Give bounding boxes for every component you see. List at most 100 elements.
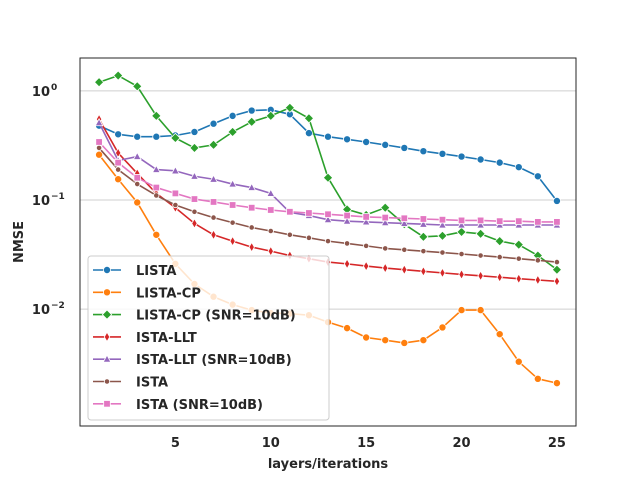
- data-point: [495, 158, 504, 167]
- data-point: [151, 164, 161, 173]
- data-point: [286, 208, 294, 216]
- data-point: [534, 218, 542, 226]
- data-point: [323, 132, 332, 141]
- data-point: [552, 379, 561, 388]
- data-point: [324, 238, 332, 245]
- data-point: [534, 257, 541, 264]
- data-point: [477, 252, 484, 259]
- data-point: [515, 273, 522, 285]
- data-point: [284, 102, 296, 113]
- data-point: [438, 149, 447, 158]
- x-tick-label: 25: [548, 436, 566, 451]
- data-point: [362, 333, 371, 342]
- data-point: [133, 174, 141, 182]
- y-tick-label: 10: [32, 303, 50, 318]
- data-point: [324, 210, 332, 218]
- legend-marker: [103, 400, 111, 408]
- data-point: [133, 132, 142, 141]
- data-point: [361, 217, 371, 226]
- data-point: [322, 172, 334, 183]
- data-point: [305, 209, 313, 217]
- data-point: [553, 218, 561, 226]
- data-point: [400, 143, 409, 152]
- legend-label: ISTA: [136, 376, 168, 391]
- y-tick-label: 10: [32, 85, 50, 100]
- data-point: [210, 229, 217, 241]
- legend-label: LISTA-CP: [136, 286, 201, 301]
- data-point: [151, 110, 162, 122]
- data-point: [457, 152, 466, 161]
- data-point: [112, 70, 124, 81]
- data-point: [95, 138, 103, 146]
- data-point: [189, 142, 200, 154]
- data-point: [343, 258, 351, 270]
- data-point: [152, 132, 161, 141]
- data-point: [170, 132, 181, 144]
- data-point: [418, 231, 429, 242]
- data-point: [381, 140, 390, 149]
- data-point: [228, 179, 238, 188]
- legend-marker: [102, 354, 112, 363]
- legend-item: ISTA-LLT (SNR=10dB): [93, 353, 292, 368]
- data-point: [495, 217, 504, 225]
- data-point: [476, 155, 485, 164]
- data-point: [418, 219, 428, 228]
- data-point: [343, 324, 352, 333]
- data-point: [419, 147, 428, 156]
- legend-item: ISTA-LLT: [93, 331, 197, 346]
- data-point: [209, 119, 218, 128]
- data-point: [362, 137, 371, 146]
- data-point: [381, 213, 389, 222]
- data-point: [457, 220, 467, 229]
- data-point: [190, 195, 199, 203]
- data-point: [400, 214, 409, 222]
- x-tick-label: 5: [171, 436, 180, 451]
- data-point: [247, 204, 256, 212]
- data-point: [228, 201, 237, 209]
- data-point: [419, 215, 428, 223]
- data-point: [363, 242, 370, 249]
- data-point: [132, 151, 142, 160]
- data-point: [476, 306, 485, 315]
- data-point: [189, 171, 199, 180]
- data-point: [380, 202, 391, 213]
- data-point: [437, 220, 447, 229]
- legend-marker: [103, 378, 111, 385]
- data-point: [533, 374, 542, 383]
- data-point: [132, 81, 143, 92]
- series-5: [95, 144, 561, 266]
- legend-item: ISTA: [93, 376, 168, 391]
- y-tick-label: 10: [32, 194, 50, 209]
- x-tick-label: 20: [452, 436, 470, 451]
- data-point: [94, 117, 104, 127]
- data-point: [95, 150, 104, 159]
- data-point: [133, 198, 142, 207]
- data-point: [439, 249, 446, 256]
- data-point: [534, 274, 542, 286]
- data-point: [362, 213, 370, 221]
- data-point: [170, 166, 180, 175]
- data-point: [382, 245, 389, 252]
- data-point: [439, 267, 446, 279]
- legend-marker: [103, 288, 112, 297]
- data-point: [190, 127, 199, 136]
- data-point: [420, 265, 427, 277]
- data-point: [114, 175, 123, 184]
- data-point: [457, 306, 466, 315]
- data-point: [267, 227, 274, 235]
- data-point: [514, 357, 523, 366]
- data-point: [515, 217, 523, 225]
- legend-label: LISTA: [136, 264, 176, 279]
- data-point: [496, 253, 503, 261]
- data-point: [419, 336, 428, 345]
- y-tick-exponent: −1: [51, 192, 65, 202]
- legend-item: LISTA-CP (SNR=10dB): [93, 309, 296, 324]
- data-point: [229, 235, 236, 247]
- data-point: [438, 215, 447, 224]
- data-point: [134, 180, 141, 188]
- data-point: [343, 240, 351, 247]
- data-point: [265, 110, 276, 122]
- series-2: [93, 70, 563, 275]
- data-point: [476, 220, 486, 229]
